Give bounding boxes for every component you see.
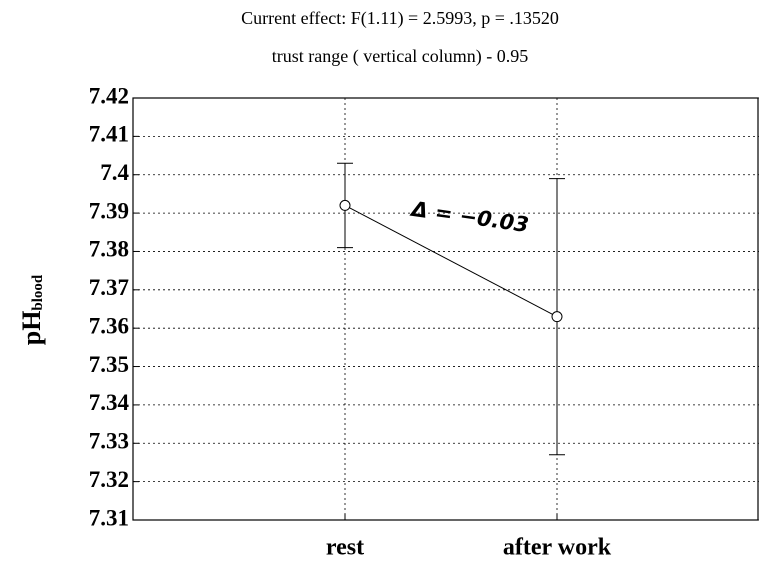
- y-tick-label: 7.36: [89, 313, 129, 338]
- x-tick-label: after work: [503, 535, 612, 561]
- y-tick-label: 7.32: [89, 467, 129, 492]
- y-tick-label: 7.31: [89, 505, 129, 530]
- chart-title: Current effect: F(1.11) = 2.5993, p = .1…: [241, 8, 559, 29]
- y-label-sub: blood: [30, 274, 46, 311]
- y-tick-label: 7.4: [100, 160, 129, 185]
- y-label-main: pH: [17, 311, 46, 346]
- line: [344, 204, 558, 318]
- y-axis-label: pHblood: [17, 274, 46, 345]
- chart-subtitle: trust range ( vertical column) - 0.95: [272, 46, 528, 67]
- x-tick-label: rest: [326, 535, 364, 561]
- annotation: Δ = −0.03: [408, 197, 530, 237]
- y-tick-label: 7.35: [89, 352, 129, 377]
- y-tick-label: 7.37: [89, 275, 129, 300]
- point: [339, 199, 351, 211]
- y-tick-label: 7.42: [89, 83, 129, 108]
- y-tick-label: 7.39: [89, 198, 129, 223]
- y-tick-label: 7.33: [89, 429, 129, 454]
- y-tick-label: 7.34: [89, 390, 130, 415]
- y-tick-label: 7.38: [89, 237, 129, 262]
- point: [551, 311, 563, 323]
- y-tick-label: 7.41: [89, 122, 129, 147]
- plot-frame: [132, 97, 759, 521]
